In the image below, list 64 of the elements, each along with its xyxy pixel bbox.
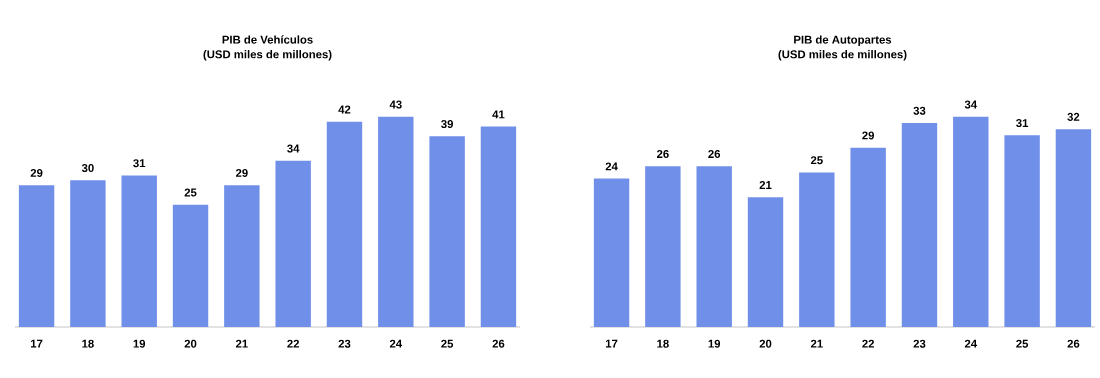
data-label: 31 (133, 159, 146, 168)
bar (850, 147, 886, 327)
x-tick-label: 19 (133, 339, 146, 348)
x-tick-label: 17 (30, 339, 43, 348)
chart-title: PIB de Autopartes (794, 35, 892, 46)
data-label: 42 (338, 105, 351, 114)
bar (18, 185, 55, 327)
bar (480, 126, 517, 327)
bar (429, 136, 465, 327)
x-tick-label: 21 (810, 339, 823, 348)
data-label: 39 (441, 120, 453, 129)
x-tick-label: 20 (184, 339, 197, 348)
data-label: 41 (492, 110, 505, 119)
bar (696, 166, 732, 327)
data-label: 21 (759, 181, 772, 189)
x-tick-label: 22 (287, 339, 300, 348)
chart-subtitle: (USD miles de millones) (778, 50, 907, 61)
x-tick-label: 18 (82, 339, 94, 348)
x-tick-label: 25 (1016, 339, 1029, 348)
data-label: 32 (1067, 112, 1080, 121)
bar (645, 166, 681, 327)
bar (953, 116, 989, 327)
x-tick-label: 19 (708, 339, 721, 348)
bar (1004, 135, 1040, 327)
bar (172, 204, 209, 327)
x-tick-label: 26 (1067, 339, 1080, 348)
data-label: 34 (287, 144, 300, 153)
data-label: 26 (708, 149, 721, 158)
bar (901, 122, 938, 327)
x-tick-label: 22 (862, 339, 875, 348)
x-tick-label: 26 (492, 339, 505, 348)
x-tick-label: 17 (605, 339, 618, 348)
data-label: 26 (656, 149, 669, 158)
data-label: 25 (184, 188, 197, 197)
bar (1055, 129, 1092, 327)
x-tick-label: 23 (338, 339, 351, 348)
data-label: 24 (605, 162, 618, 171)
x-tick-label: 25 (441, 339, 454, 348)
x-tick-label: 23 (913, 339, 926, 348)
bar (799, 172, 835, 327)
chart-title: PIB de Vehículos (222, 35, 313, 44)
bar (747, 197, 784, 327)
data-label: 31 (1016, 119, 1029, 128)
data-label: 30 (81, 164, 94, 173)
bar (224, 185, 260, 327)
data-label: 43 (389, 100, 402, 109)
bar (121, 175, 157, 327)
bar (593, 178, 630, 327)
chart-subtitle: (USD miles de millones) (203, 50, 332, 61)
bar (378, 116, 414, 327)
x-tick-label: 21 (235, 339, 248, 348)
bar (70, 180, 106, 327)
bar (326, 121, 363, 327)
x-tick-label: 18 (657, 339, 669, 348)
x-tick-label: 24 (964, 339, 978, 348)
data-label: 33 (913, 106, 926, 115)
bar (275, 160, 311, 327)
x-tick-label: 24 (389, 339, 403, 348)
data-label: 34 (964, 100, 978, 109)
data-label: 29 (30, 168, 43, 177)
data-label: 29 (235, 168, 248, 177)
data-label: 29 (862, 131, 875, 140)
x-tick-label: 20 (759, 339, 772, 348)
data-label: 25 (810, 156, 823, 165)
